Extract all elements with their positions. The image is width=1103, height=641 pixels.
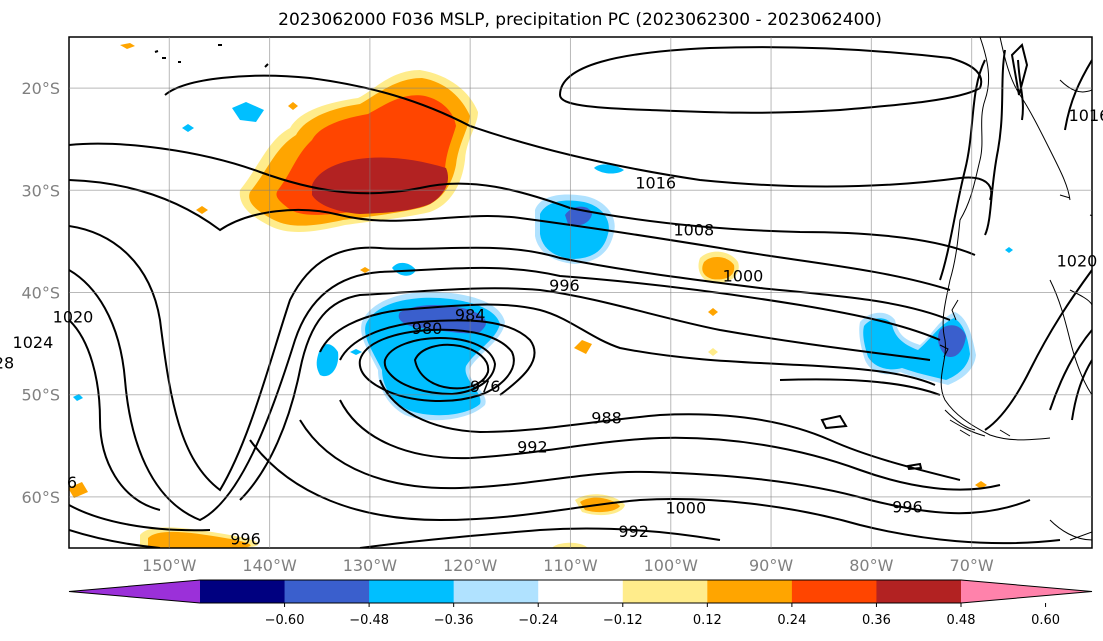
isobar-label: 6 [67,473,77,492]
graticule [69,37,1092,548]
isobar-coast-1 [939,59,986,281]
isobar-coast-4 [984,269,1092,431]
latitude-tick-label: 40°S [21,284,60,303]
colorbar-tick-label: −0.48 [349,613,389,628]
latitude-tick-label: 30°S [21,181,60,200]
isobar-label: 1000 [665,499,706,518]
latitude-tick-label: 50°S [21,386,60,405]
colorbar-extend-low [69,580,200,603]
colorbar-segment [791,580,877,603]
colorbar-segment [707,580,793,603]
precip-patch [196,206,208,214]
colorbar-tick-label: −0.36 [434,613,474,628]
colorbar-segment [453,580,539,603]
isobar-980 [383,336,497,396]
colorbar-segment [876,580,962,603]
precip-patch [574,340,592,354]
isobar-label: 1024 [13,333,54,352]
precip-patch [120,43,135,49]
isobar-label: 980 [412,319,443,338]
isobar-labels: 1016 1008 1000 996 984 980 976 988 992 1000 992 996… [0,106,1103,548]
isobar-label: 1028 [0,354,14,373]
colorbar-segment [369,580,455,603]
latitude-tick-label: 60°S [21,488,60,507]
isobar-label: 992 [517,437,548,456]
isobar-label: 1000 [723,267,764,286]
colorbar-segment [284,580,370,603]
isobar-coast-3 [1010,43,1029,121]
isobar-label: 1008 [673,221,714,240]
isobar-label: 984 [455,306,486,325]
isobar-label: 996 [230,529,261,548]
longitude-tick-label: 100°W [644,556,699,575]
colorbar-tick-label: 0.48 [947,613,976,628]
isobar-label: 996 [892,498,923,517]
precip-patch [975,481,987,489]
isobar-coast-6 [1071,359,1092,421]
isobar-988-band [379,379,961,481]
longitude-tick-label: 70°W [950,556,994,575]
isobar-label: 976 [470,377,501,396]
isobar-1008-band [69,529,161,548]
isobar-label: 1016 [635,174,676,193]
colorbar-outline [68,579,1093,604]
colorbar-tick-label: −0.12 [603,613,643,628]
isobar-1016-band [164,74,993,201]
colorbar-tick-label: 0.60 [1031,613,1060,628]
longitude-tick-label: 90°W [749,556,793,575]
isobar-label: 1020 [1057,251,1098,270]
colorbar-segment [622,580,708,603]
precip-negative-area-central [73,291,505,421]
colorbar-tick-label: 0.24 [777,613,806,628]
island-outlines [154,44,923,471]
colorbar-tick-label: −0.60 [265,613,305,628]
isobar-coast-7 [1064,59,1092,131]
longitude-tick-label: 140°W [242,556,297,575]
latitude-tick-labels: 20°S 30°S 40°S 50°S 60°S [21,79,60,507]
isobar-1008 [69,179,951,291]
longitude-tick-labels: 150°W 140°W 130°W 120°W 110°W 100°W 90°W 80°W 70… [142,556,994,575]
precip-patch [708,348,718,356]
longitude-tick-label: 80°W [849,556,893,575]
colorbar-extend-high [961,580,1092,603]
isobar-1000 [69,266,941,522]
precip-positive-area-east [698,251,739,284]
longitude-tick-label: 150°W [142,556,197,575]
latitude-tick-label: 20°S [21,79,60,98]
colorbar: −0.60 −0.48 −0.36 −0.24 −0.12 0.12 0.24 0.36 0.4… [68,579,1093,628]
isobar-label: 1016 [1069,106,1103,125]
longitude-tick-label: 130°W [343,556,398,575]
map-title: 2023062000 F036 MSLP, precipitation PC (… [278,10,882,30]
isobar-1004-band [69,504,721,548]
colorbar-tick-label: −0.24 [518,613,558,628]
isobar-976 [413,343,490,390]
isobar-label: 992 [618,522,649,541]
precip-patch [360,267,370,273]
isobar-1000-band [249,439,1061,545]
isobar-label: 988 [591,409,622,428]
isobar-label: 996 [549,276,580,295]
isobar-coast-2 [984,49,1006,236]
colorbar-segment [538,580,624,603]
precip-patch [708,308,718,316]
colorbar-tick-label: 0.36 [862,613,891,628]
isobar-coast-5 [1049,329,1092,411]
isobar-996-band [299,419,1031,515]
colorbar-segment [200,580,286,603]
isobar-996 [69,287,931,511]
isobar-label: 1020 [53,308,94,327]
precip-patch [288,102,298,110]
longitude-tick-label: 110°W [543,556,598,575]
longitude-tick-label: 120°W [443,556,498,575]
isobar-1004 [69,225,951,492]
isobar-992 [319,303,936,386]
colorbar-tick-label: 0.12 [693,613,722,628]
isobar-992-band [339,399,1001,491]
isobars [69,43,1092,548]
